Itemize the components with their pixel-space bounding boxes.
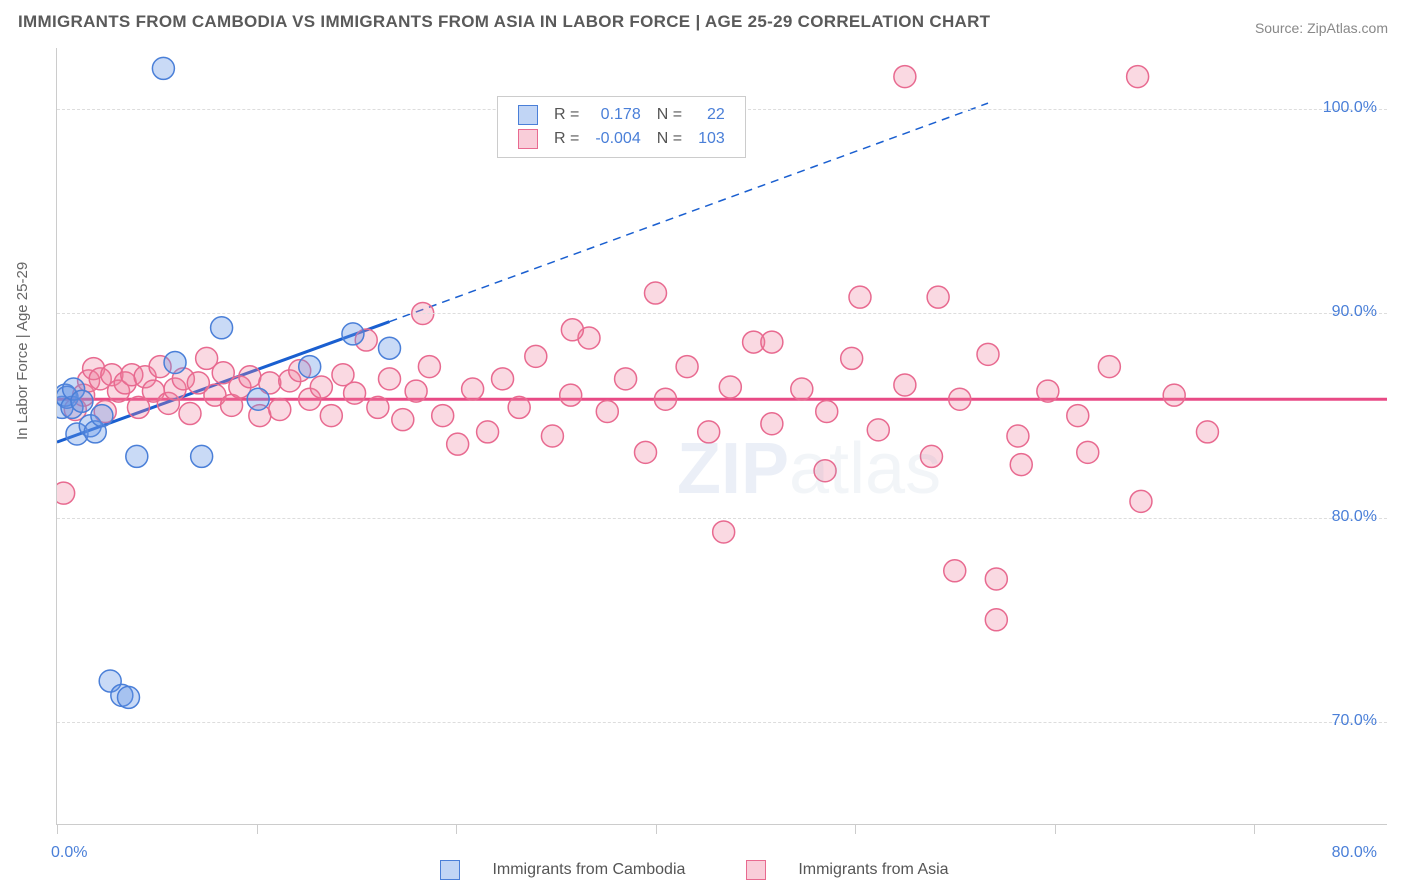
n-label: N =	[649, 103, 690, 127]
y-axis-title: In Labor Force | Age 25-29	[14, 262, 31, 440]
legend-label-cambodia: Immigrants from Cambodia	[492, 861, 685, 878]
x-tick-label: 0.0%	[51, 844, 87, 862]
correlation-legend: R = 0.178 N = 22 R = -0.004 N = 103	[497, 96, 746, 158]
n-value-asia: 103	[690, 127, 733, 151]
legend-row-cambodia: R = 0.178 N = 22	[510, 103, 733, 127]
scatter-plot	[57, 48, 1387, 824]
chart-area: ZIPatlas R = 0.178 N = 22 R = -0.004 N =…	[56, 48, 1387, 825]
y-tick-label: 70.0%	[1332, 712, 1377, 730]
swatch-pink-icon	[746, 860, 766, 880]
swatch-pink-icon	[518, 129, 538, 149]
series-legend: Immigrants from Cambodia Immigrants from…	[440, 860, 1005, 880]
y-tick-label: 90.0%	[1332, 303, 1377, 321]
r-label: R =	[546, 103, 587, 127]
r-label: R =	[546, 127, 587, 151]
source-label: Source: ZipAtlas.com	[1255, 20, 1388, 36]
legend-item-cambodia: Immigrants from Cambodia	[440, 861, 718, 878]
legend-row-asia: R = -0.004 N = 103	[510, 127, 733, 151]
y-tick-label: 100.0%	[1323, 99, 1377, 117]
y-tick-label: 80.0%	[1332, 508, 1377, 526]
legend-item-asia: Immigrants from Asia	[746, 861, 977, 878]
chart-title: IMMIGRANTS FROM CAMBODIA VS IMMIGRANTS F…	[18, 12, 990, 32]
r-value-cambodia: 0.178	[587, 103, 648, 127]
n-label: N =	[649, 127, 690, 151]
r-value-asia: -0.004	[587, 127, 648, 151]
n-value-cambodia: 22	[690, 103, 733, 127]
x-end-label: 80.0%	[1332, 844, 1377, 862]
swatch-blue-icon	[518, 105, 538, 125]
swatch-blue-icon	[440, 860, 460, 880]
legend-label-asia: Immigrants from Asia	[798, 861, 948, 878]
